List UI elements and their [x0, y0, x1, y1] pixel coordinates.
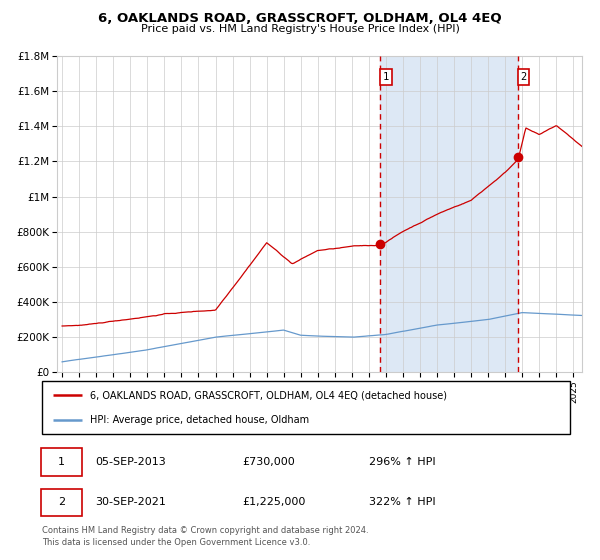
Text: 6, OAKLANDS ROAD, GRASSCROFT, OLDHAM, OL4 4EQ: 6, OAKLANDS ROAD, GRASSCROFT, OLDHAM, OL… — [98, 12, 502, 25]
Text: 1: 1 — [58, 457, 65, 467]
Text: 1: 1 — [383, 72, 389, 82]
Text: £730,000: £730,000 — [242, 457, 295, 467]
Text: 2: 2 — [58, 497, 65, 507]
Text: £1,225,000: £1,225,000 — [242, 497, 306, 507]
Text: 296% ↑ HPI: 296% ↑ HPI — [370, 457, 436, 467]
Text: 30-SEP-2021: 30-SEP-2021 — [95, 497, 166, 507]
Text: 322% ↑ HPI: 322% ↑ HPI — [370, 497, 436, 507]
Text: HPI: Average price, detached house, Oldham: HPI: Average price, detached house, Oldh… — [89, 414, 308, 424]
Text: 05-SEP-2013: 05-SEP-2013 — [95, 457, 166, 467]
Text: Contains HM Land Registry data © Crown copyright and database right 2024.
This d: Contains HM Land Registry data © Crown c… — [42, 526, 368, 547]
Bar — [380, 56, 518, 372]
FancyBboxPatch shape — [41, 448, 82, 475]
FancyBboxPatch shape — [41, 489, 82, 516]
Text: 2: 2 — [521, 72, 527, 82]
Text: Price paid vs. HM Land Registry's House Price Index (HPI): Price paid vs. HM Land Registry's House … — [140, 24, 460, 34]
Text: 6, OAKLANDS ROAD, GRASSCROFT, OLDHAM, OL4 4EQ (detached house): 6, OAKLANDS ROAD, GRASSCROFT, OLDHAM, OL… — [89, 390, 446, 400]
